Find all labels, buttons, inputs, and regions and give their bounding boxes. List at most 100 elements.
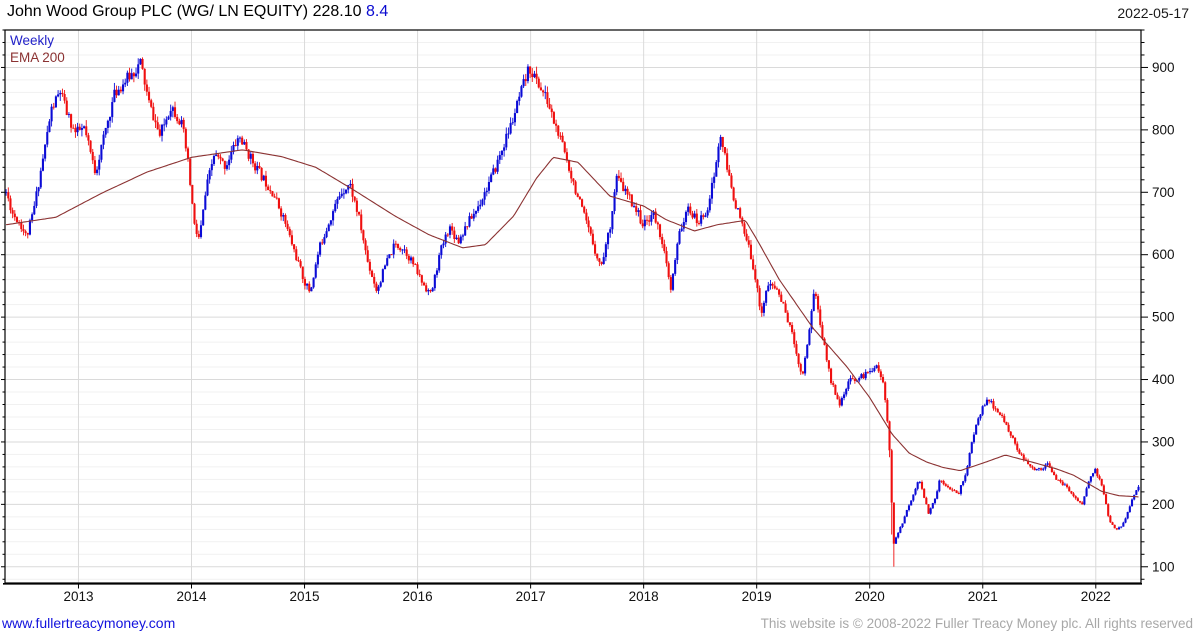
- candle-body: [496, 159, 499, 172]
- candle-body: [723, 147, 727, 154]
- candle-body: [901, 523, 904, 527]
- candle-body: [1022, 454, 1025, 460]
- candle-body: [875, 365, 878, 369]
- candle-body: [695, 213, 698, 224]
- candle-body: [368, 261, 371, 271]
- page-title: John Wood Group PLC (WG/ LN EQUITY) 228.…: [7, 3, 388, 21]
- candle-body: [1014, 437, 1017, 444]
- candle-body: [663, 244, 666, 252]
- candle-body: [578, 196, 581, 200]
- candle-body: [1126, 512, 1129, 519]
- candle-body: [1094, 468, 1097, 474]
- candle-body: [22, 229, 25, 232]
- candle-body: [1050, 467, 1053, 473]
- candle-body: [390, 254, 393, 256]
- candle-body: [1057, 479, 1060, 481]
- x-axis-label: 2015: [290, 589, 320, 604]
- candle-body: [654, 211, 657, 223]
- candle-body: [33, 205, 36, 215]
- candle-body: [671, 273, 675, 290]
- candle-body: [691, 213, 694, 218]
- candle-body: [258, 165, 261, 168]
- candle-body: [327, 224, 330, 232]
- candle-body: [594, 244, 597, 254]
- candle-body: [197, 233, 200, 237]
- candle-body: [1063, 484, 1066, 486]
- candle-body: [830, 368, 833, 384]
- candle-body: [52, 106, 55, 108]
- candle-body: [791, 324, 794, 333]
- candle-body: [171, 107, 174, 111]
- candle-body: [762, 302, 765, 313]
- candle-body: [513, 113, 516, 123]
- candle-body: [503, 147, 506, 151]
- candle-body: [606, 232, 610, 245]
- candle-body: [910, 500, 913, 506]
- candle-body: [1115, 528, 1118, 530]
- candle-body: [914, 488, 917, 495]
- candle-body: [979, 414, 982, 419]
- candle-body: [210, 164, 213, 171]
- candle-body: [241, 137, 244, 145]
- candle-body: [897, 532, 900, 538]
- candle-body: [132, 73, 135, 77]
- candle-body: [836, 394, 839, 400]
- candle-body: [137, 64, 140, 74]
- candle-body: [332, 211, 335, 221]
- candle-body: [370, 270, 374, 277]
- candle-body: [236, 138, 239, 146]
- candle-body: [355, 200, 358, 212]
- chart-legend: Weekly EMA 200: [10, 32, 65, 66]
- candle-body: [427, 290, 430, 292]
- candle-body: [409, 257, 413, 261]
- candle-body: [35, 191, 38, 206]
- candle-body: [518, 96, 521, 101]
- candle-body: [918, 482, 921, 483]
- candle-body: [581, 199, 584, 207]
- candle-body: [219, 156, 222, 159]
- candle-body: [626, 188, 629, 195]
- candle-body: [396, 243, 400, 248]
- site-url-link[interactable]: www.fullertreacymoney.com: [2, 615, 176, 631]
- y-axis-label: 100: [1152, 559, 1175, 574]
- candle-body: [474, 210, 478, 214]
- candle-body: [195, 223, 198, 234]
- candle-body: [977, 418, 980, 425]
- y-axis-label: 700: [1152, 185, 1175, 200]
- candle-body: [403, 249, 406, 251]
- candle-body: [773, 285, 776, 289]
- x-axis-label: 2019: [742, 589, 772, 604]
- candle-body: [1089, 476, 1092, 482]
- candle-body: [559, 135, 562, 137]
- candle-body: [756, 279, 759, 289]
- candle-body: [485, 190, 488, 193]
- candle-body: [72, 127, 75, 129]
- candle-body: [749, 244, 752, 260]
- candle-body: [524, 79, 527, 82]
- candle-body: [832, 383, 835, 385]
- candle-body: [251, 153, 255, 164]
- candle-body: [1109, 515, 1112, 523]
- candle-body: [992, 401, 995, 409]
- candle-body: [888, 421, 891, 451]
- candle-body: [284, 215, 287, 224]
- candle-body: [734, 200, 737, 209]
- candle-body: [665, 251, 668, 264]
- candle-body: [1003, 415, 1006, 422]
- candle-body: [102, 134, 105, 145]
- candle-body: [1113, 524, 1116, 529]
- candle-body: [693, 213, 696, 218]
- candle-body: [1029, 464, 1032, 467]
- candle-body: [509, 123, 512, 134]
- candle-body: [169, 110, 172, 117]
- candle-body: [154, 120, 157, 123]
- candle-body: [117, 89, 120, 96]
- candle-body: [983, 405, 986, 407]
- candle-body: [589, 227, 592, 234]
- candle-body: [438, 255, 441, 271]
- candle-body: [968, 452, 971, 467]
- candle-body: [1135, 490, 1138, 495]
- candle-body: [405, 249, 408, 256]
- candle-body: [516, 100, 519, 114]
- candle-body: [858, 378, 861, 381]
